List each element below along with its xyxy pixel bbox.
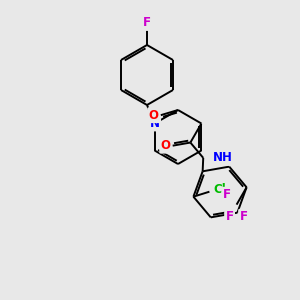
Text: O: O [161,139,171,152]
Text: F: F [223,188,231,201]
Text: Cl: Cl [213,183,226,196]
Text: F: F [226,210,234,223]
Text: F: F [143,16,151,29]
Text: F: F [240,210,248,223]
Text: NH: NH [213,152,233,164]
Text: N: N [150,117,160,130]
Text: O: O [149,109,159,122]
